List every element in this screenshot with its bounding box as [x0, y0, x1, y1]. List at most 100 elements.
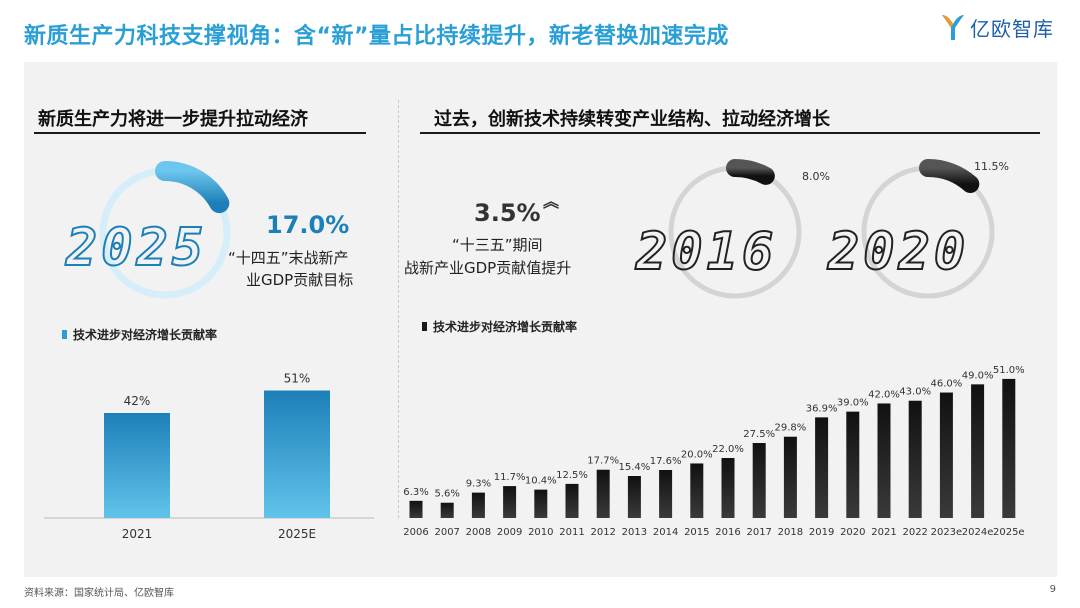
- right-bar-value-label: 22.0%: [712, 444, 744, 455]
- legend-swatch: [62, 330, 67, 339]
- ring-2020-label: 11.5%: [974, 160, 1009, 173]
- ring-2025-arc: [155, 161, 230, 214]
- right-x-tick-label: 2023e: [931, 527, 963, 538]
- left-desc-line2: 业GDP贡献目标: [246, 271, 354, 289]
- right-bar-value-label: 36.9%: [806, 403, 838, 414]
- ring-2025: [99, 161, 231, 299]
- right-x-tick-label: 2016: [715, 527, 740, 538]
- right-desc-line2: 战新产业GDP贡献值提升: [404, 259, 572, 277]
- ring-year-2020: 2020: [827, 221, 970, 283]
- left-x-tick-label: 2021: [122, 527, 153, 541]
- right-x-tick-label: 2021: [871, 527, 896, 538]
- right-bar: [440, 502, 454, 518]
- right-bar-value-label: 12.5%: [556, 470, 588, 481]
- right-section-title: 过去，创新技术持续转变产业结构、拉动经济增长: [434, 109, 830, 130]
- right-x-tick-label: 2011: [559, 527, 584, 538]
- right-increase-value: 3.5%: [474, 199, 541, 227]
- right-bar: [815, 417, 829, 518]
- right-bar: [971, 384, 985, 518]
- right-x-tick-label: 2013: [622, 527, 647, 538]
- ring-2016-label: 8.0%: [802, 170, 830, 183]
- right-bar: [627, 476, 641, 518]
- ring-year-2016: 2016: [635, 221, 778, 283]
- left-legend-label: 技术进步对经济增长贡献率: [73, 328, 218, 342]
- page-title: 新质生产力科技支撑视角：含“新”量占比持续提升，新老替换加速完成: [24, 24, 729, 49]
- right-x-tick-label: 2015: [684, 527, 709, 538]
- section-divider: [398, 100, 399, 518]
- right-bar-value-label: 9.3%: [466, 479, 491, 490]
- right-bar-value-label: 49.0%: [962, 370, 994, 381]
- left-bar-value-label: 42%: [124, 394, 151, 408]
- right-x-tick-label: 2024e: [962, 527, 994, 538]
- footer-source: 资料来源：国家统计局、亿欧智库: [24, 588, 174, 599]
- right-bar-value-label: 29.8%: [775, 423, 807, 434]
- left-bar: [264, 390, 330, 518]
- right-bar-value-label: 17.6%: [650, 456, 682, 467]
- left-x-tick-label: 2025E: [278, 527, 316, 541]
- right-bar-value-label: 10.4%: [525, 476, 557, 487]
- right-bar: [752, 443, 766, 518]
- right-x-tick-label: 2020: [840, 527, 865, 538]
- right-x-tick-label: 2010: [528, 527, 553, 538]
- right-desc-line1: “十三五”期间: [452, 236, 543, 254]
- right-bar: [908, 400, 922, 518]
- left-bar: [104, 413, 170, 518]
- left-bar-chart: 42% 2021 51% 2025E: [44, 372, 374, 541]
- right-bar: [596, 469, 610, 518]
- right-bar-value-label: 42.0%: [868, 389, 900, 400]
- right-x-tick-label: 2009: [497, 527, 522, 538]
- left-bar-value-label: 51%: [284, 372, 311, 386]
- right-bar: [939, 392, 953, 518]
- right-bar: [690, 463, 704, 518]
- ring-year-2025: 2025: [65, 217, 208, 279]
- right-x-tick-label: 2019: [809, 527, 834, 538]
- right-bar: [877, 403, 891, 518]
- right-bar-value-label: 27.5%: [743, 429, 775, 440]
- right-bar-value-label: 20.0%: [681, 449, 713, 460]
- right-section-underline: [420, 132, 1040, 134]
- right-x-tick-label: 2022: [902, 527, 927, 538]
- right-bar-value-label: 51.0%: [993, 365, 1025, 376]
- ring-2020: [861, 159, 995, 299]
- right-bar-value-label: 43.0%: [899, 387, 931, 398]
- left-section-underline: [34, 132, 366, 134]
- right-bar: [1002, 378, 1016, 518]
- left-section-title: 新质生产力将进一步提升拉动经济: [38, 109, 308, 130]
- right-x-tick-label: 2017: [746, 527, 771, 538]
- right-legend-label: 技术进步对经济增长贡献率: [433, 320, 578, 334]
- right-bar: [503, 486, 517, 518]
- right-bar: [471, 492, 485, 518]
- right-x-tick-label: 2007: [434, 527, 459, 538]
- right-x-tick-label: 2025e: [993, 527, 1025, 538]
- right-bar-value-label: 15.4%: [619, 462, 651, 473]
- right-bar-value-label: 39.0%: [837, 398, 869, 409]
- right-bar-value-label: 5.6%: [434, 489, 459, 500]
- right-x-tick-label: 2014: [653, 527, 678, 538]
- right-bar: [534, 489, 548, 518]
- right-bar-value-label: 17.7%: [587, 456, 619, 467]
- legend-swatch: [422, 322, 427, 331]
- right-legend: 技术进步对经济增长贡献率: [422, 318, 577, 335]
- right-bar-value-label: 11.7%: [494, 472, 526, 483]
- ring-2020-arc: [919, 159, 980, 193]
- logo-text: 亿欧智库: [970, 16, 1054, 41]
- right-bar: [783, 436, 797, 518]
- ring-2016: [668, 159, 802, 299]
- right-x-tick-label: 2018: [778, 527, 803, 538]
- right-bar: [846, 411, 860, 518]
- yiou-logo-icon: [942, 15, 964, 40]
- left-big-value: 17.0%: [266, 211, 350, 239]
- page-number: 9: [1049, 584, 1056, 595]
- left-desc-line1: “十四五”末战新产: [228, 249, 349, 267]
- right-bar: [659, 470, 673, 518]
- right-bar-chart: 6.3% 2006 5.6% 2007 9.3% 2008 11.7% 2009 10.4% 20…: [403, 365, 1025, 538]
- logo[interactable]: 亿欧智库: [940, 12, 1054, 42]
- double-chevron-up-icon: ︽: [543, 192, 560, 211]
- right-bar: [409, 500, 423, 518]
- ring-2016-arc: [726, 159, 775, 185]
- right-bar-value-label: 6.3%: [403, 487, 428, 498]
- right-bar: [721, 458, 735, 518]
- right-x-tick-label: 2008: [466, 527, 491, 538]
- left-legend: 技术进步对经济增长贡献率: [62, 326, 217, 343]
- right-bar-value-label: 46.0%: [931, 379, 963, 390]
